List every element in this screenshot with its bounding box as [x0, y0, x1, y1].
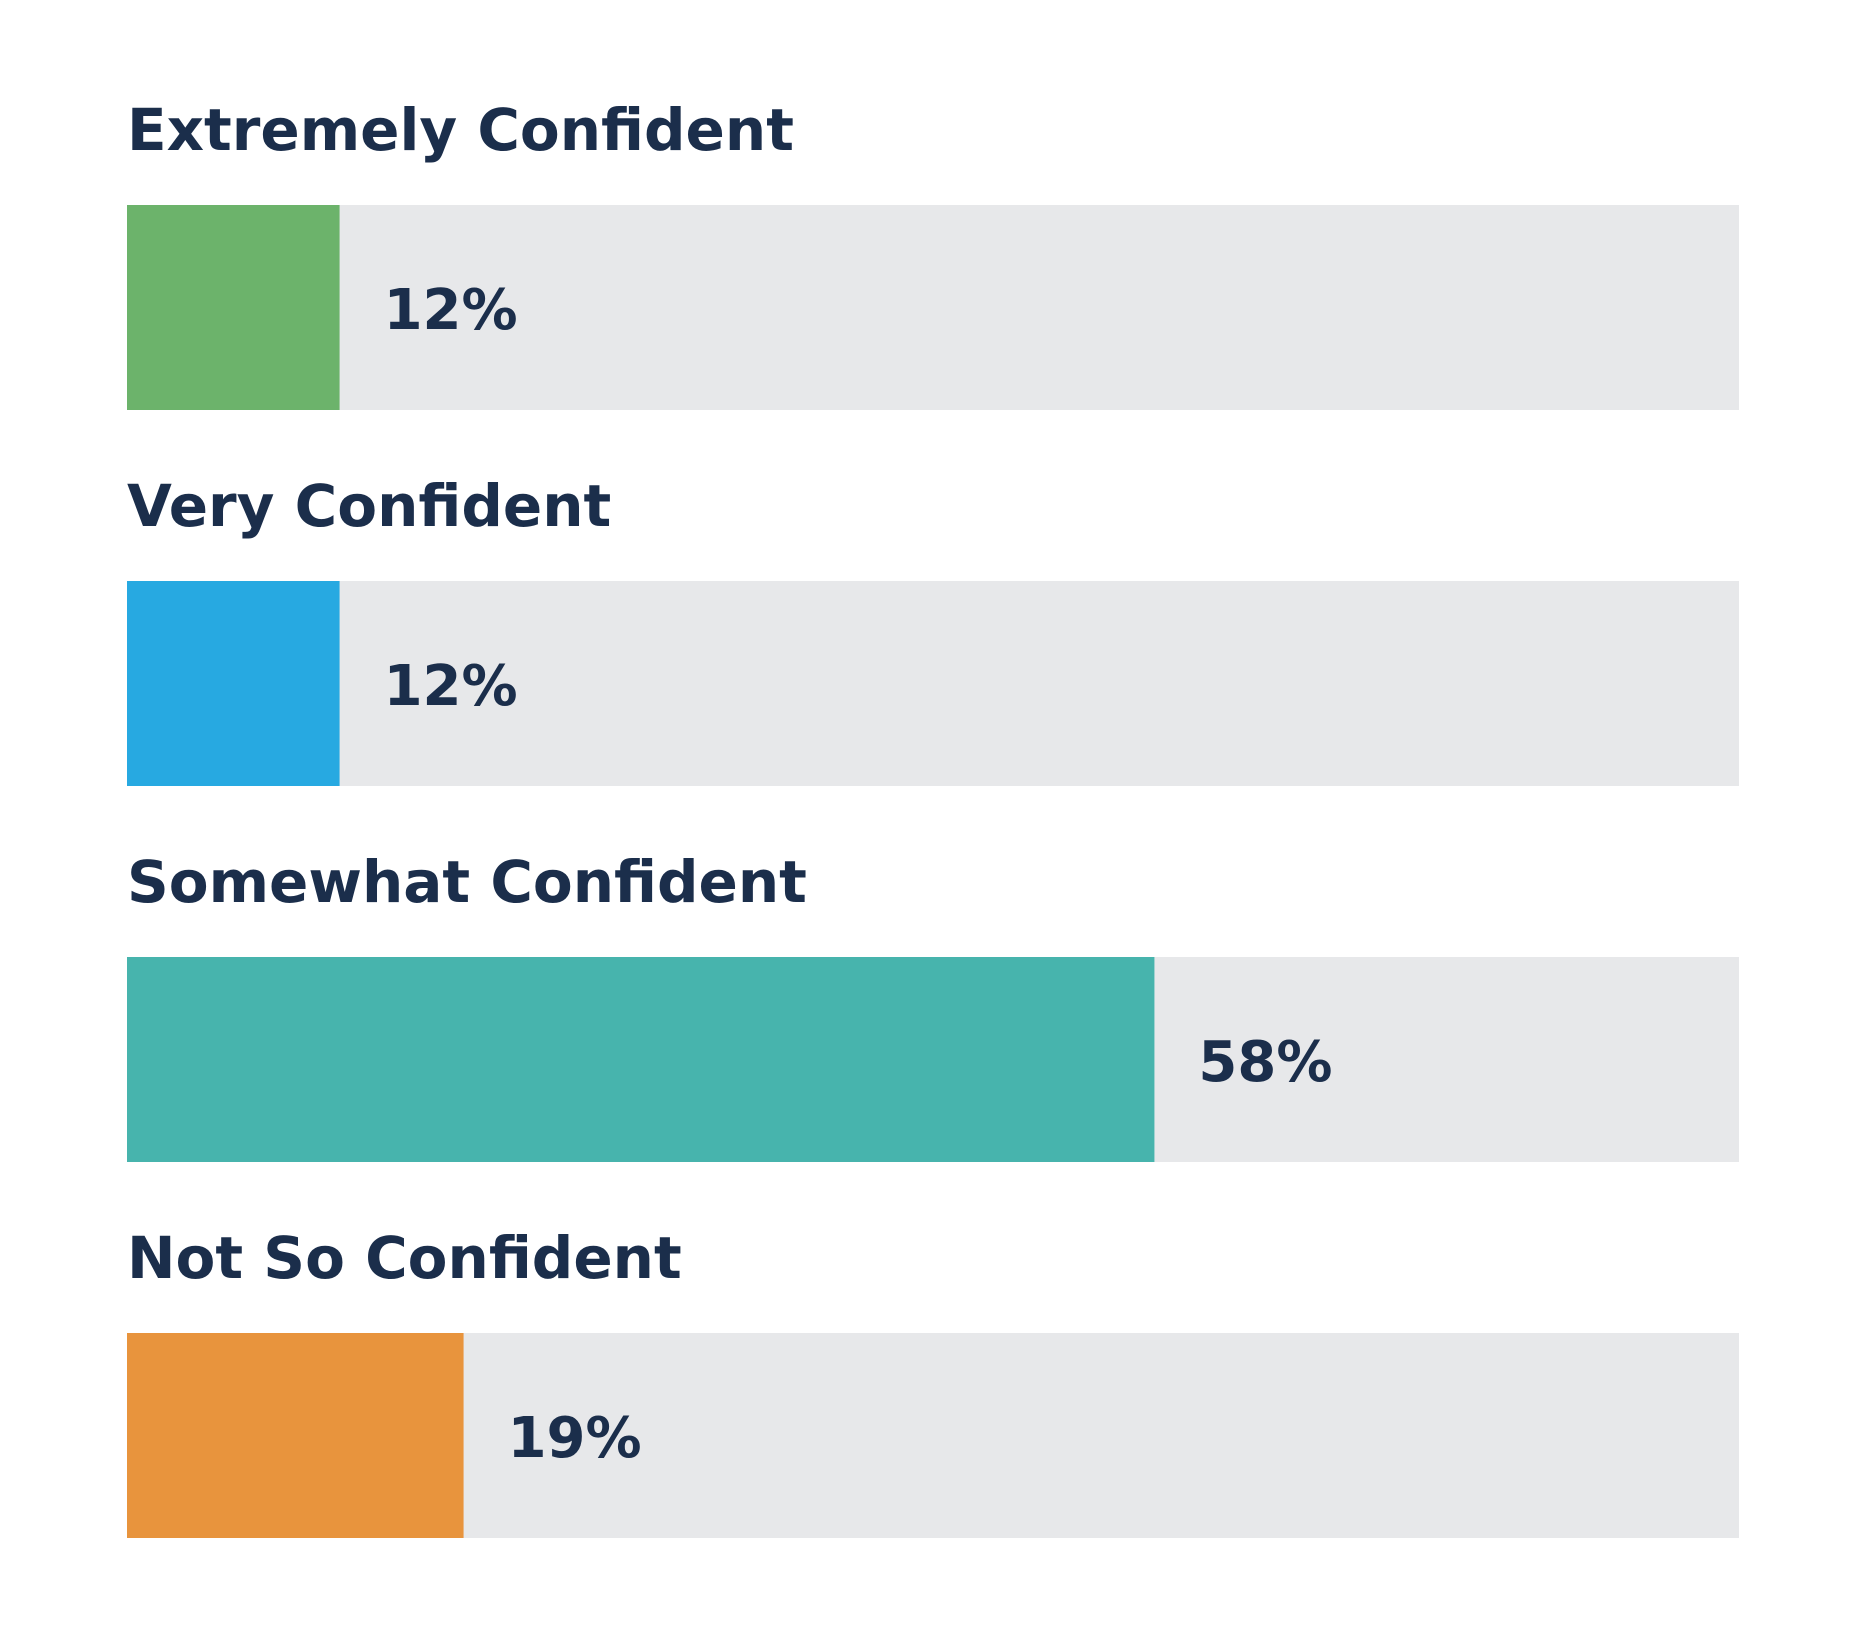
- bar: [127, 957, 1155, 1162]
- bar-track: [127, 581, 1739, 786]
- category-label: Not So Confident: [127, 1224, 682, 1292]
- bar-row: Extremely Confident 12%: [127, 96, 1739, 410]
- bar-row: Somewhat Confident 58%: [127, 848, 1739, 1162]
- category-label: Somewhat Confident: [127, 848, 807, 916]
- bar: [127, 581, 340, 786]
- value-label: 19%: [508, 1406, 642, 1471]
- bar: [127, 205, 340, 410]
- category-label: Extremely Confident: [127, 96, 794, 164]
- bar-track: [127, 205, 1739, 410]
- bar: [127, 1333, 464, 1538]
- category-label: Very Confident: [127, 472, 611, 540]
- value-label: 12%: [384, 278, 518, 343]
- bar-row: Not So Confident 19%: [127, 1224, 1739, 1538]
- value-label: 58%: [1198, 1030, 1332, 1095]
- bar-row: Very Confident 12%: [127, 472, 1739, 786]
- value-label: 12%: [384, 654, 518, 719]
